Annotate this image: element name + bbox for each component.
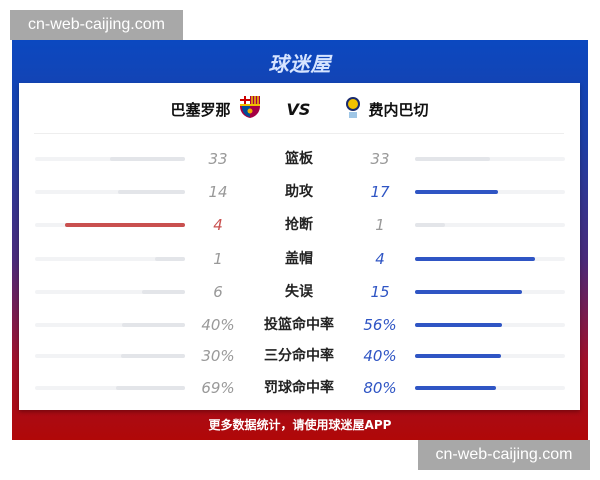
home-value: 30% xyxy=(201,347,235,365)
stat-label: 失误 xyxy=(285,284,313,300)
home-bar-fill xyxy=(122,323,185,327)
home-bar-track xyxy=(35,223,185,227)
home-bar-track xyxy=(35,290,185,294)
home-bar-fill xyxy=(116,386,185,390)
home-value: 33 xyxy=(208,150,228,168)
vs-label: VS xyxy=(286,99,311,119)
stat-label: 罚球命中率 xyxy=(264,380,334,396)
home-team-name: 巴塞罗那 xyxy=(170,100,231,119)
away-value: 56% xyxy=(363,316,397,334)
away-value: 1 xyxy=(375,216,385,234)
home-value: 1 xyxy=(213,250,223,268)
away-bar-fill xyxy=(415,323,502,327)
away-bar-track xyxy=(415,323,565,327)
away-bar-track xyxy=(415,290,565,294)
stat-label: 盖帽 xyxy=(285,251,313,267)
home-value: 6 xyxy=(213,283,223,301)
stat-label: 投篮命中率 xyxy=(264,317,334,333)
stat-row: 30% 三分命中率 40% xyxy=(19,346,580,366)
home-bar-fill xyxy=(65,223,185,227)
stat-row: 1 盖帽 4 xyxy=(19,249,580,269)
away-bar-track xyxy=(415,157,565,161)
away-value: 80% xyxy=(363,379,397,397)
stat-row: 4 抢断 1 xyxy=(19,215,580,235)
away-bar-track xyxy=(415,354,565,358)
away-bar-fill xyxy=(415,223,445,227)
stat-row: 40% 投篮命中率 56% xyxy=(19,315,580,335)
stat-label: 三分命中率 xyxy=(264,348,334,364)
fenerbahce-crest-icon xyxy=(346,95,361,123)
watermark: cn-web-caijing.com xyxy=(418,440,590,470)
barcelona-crest-icon xyxy=(239,95,261,123)
home-bar-track xyxy=(35,157,185,161)
footer-promo[interactable]: 更多数据统计，请使用球迷屋APP xyxy=(208,418,392,432)
home-bar-track xyxy=(35,190,185,194)
home-bar-fill xyxy=(110,157,185,161)
home-bar-fill xyxy=(117,190,185,194)
away-value: 15 xyxy=(370,283,390,301)
stats-panel: 球迷屋 巴塞罗那 VS 费内巴切 33 篮板 33 14 助攻 17 4 抢断 … xyxy=(12,40,588,440)
away-value: 17 xyxy=(370,183,390,201)
home-bar-fill xyxy=(141,290,185,294)
away-team-name: 费内巴切 xyxy=(368,100,429,119)
away-bar-track xyxy=(415,386,565,390)
away-bar-fill xyxy=(415,354,501,358)
stat-label: 抢断 xyxy=(285,217,313,233)
away-bar-fill xyxy=(415,386,496,390)
away-bar-fill xyxy=(415,157,490,161)
home-bar-track xyxy=(35,323,185,327)
away-bar-fill xyxy=(415,290,522,294)
match-header: 巴塞罗那 VS 费内巴切 xyxy=(19,95,580,123)
watermark: cn-web-caijing.com xyxy=(10,10,183,40)
away-bar-fill xyxy=(415,257,535,261)
divider xyxy=(34,133,564,134)
away-bar-track xyxy=(415,223,565,227)
home-value: 4 xyxy=(213,216,223,234)
away-value: 33 xyxy=(370,150,390,168)
away-bar-track xyxy=(415,190,565,194)
app-logo: 球迷屋 xyxy=(268,52,332,76)
stat-label: 助攻 xyxy=(285,184,313,200)
home-bar-fill xyxy=(155,257,185,261)
home-bar-track xyxy=(35,257,185,261)
away-bar-fill xyxy=(415,190,498,194)
stat-label: 篮板 xyxy=(285,151,313,167)
away-bar-track xyxy=(415,257,565,261)
home-bar-fill xyxy=(120,354,185,358)
home-value: 40% xyxy=(201,316,235,334)
home-bar-track xyxy=(35,354,185,358)
stat-row: 6 失误 15 xyxy=(19,282,580,302)
stats-card: 巴塞罗那 VS 费内巴切 33 篮板 33 14 助攻 17 4 抢断 1 1 … xyxy=(19,83,580,410)
away-value: 4 xyxy=(375,250,385,268)
stat-row: 33 篮板 33 xyxy=(19,149,580,169)
home-value: 69% xyxy=(201,379,235,397)
home-value: 14 xyxy=(208,183,228,201)
away-value: 40% xyxy=(363,347,397,365)
home-bar-track xyxy=(35,386,185,390)
stat-row: 14 助攻 17 xyxy=(19,182,580,202)
stat-row: 69% 罚球命中率 80% xyxy=(19,378,580,398)
